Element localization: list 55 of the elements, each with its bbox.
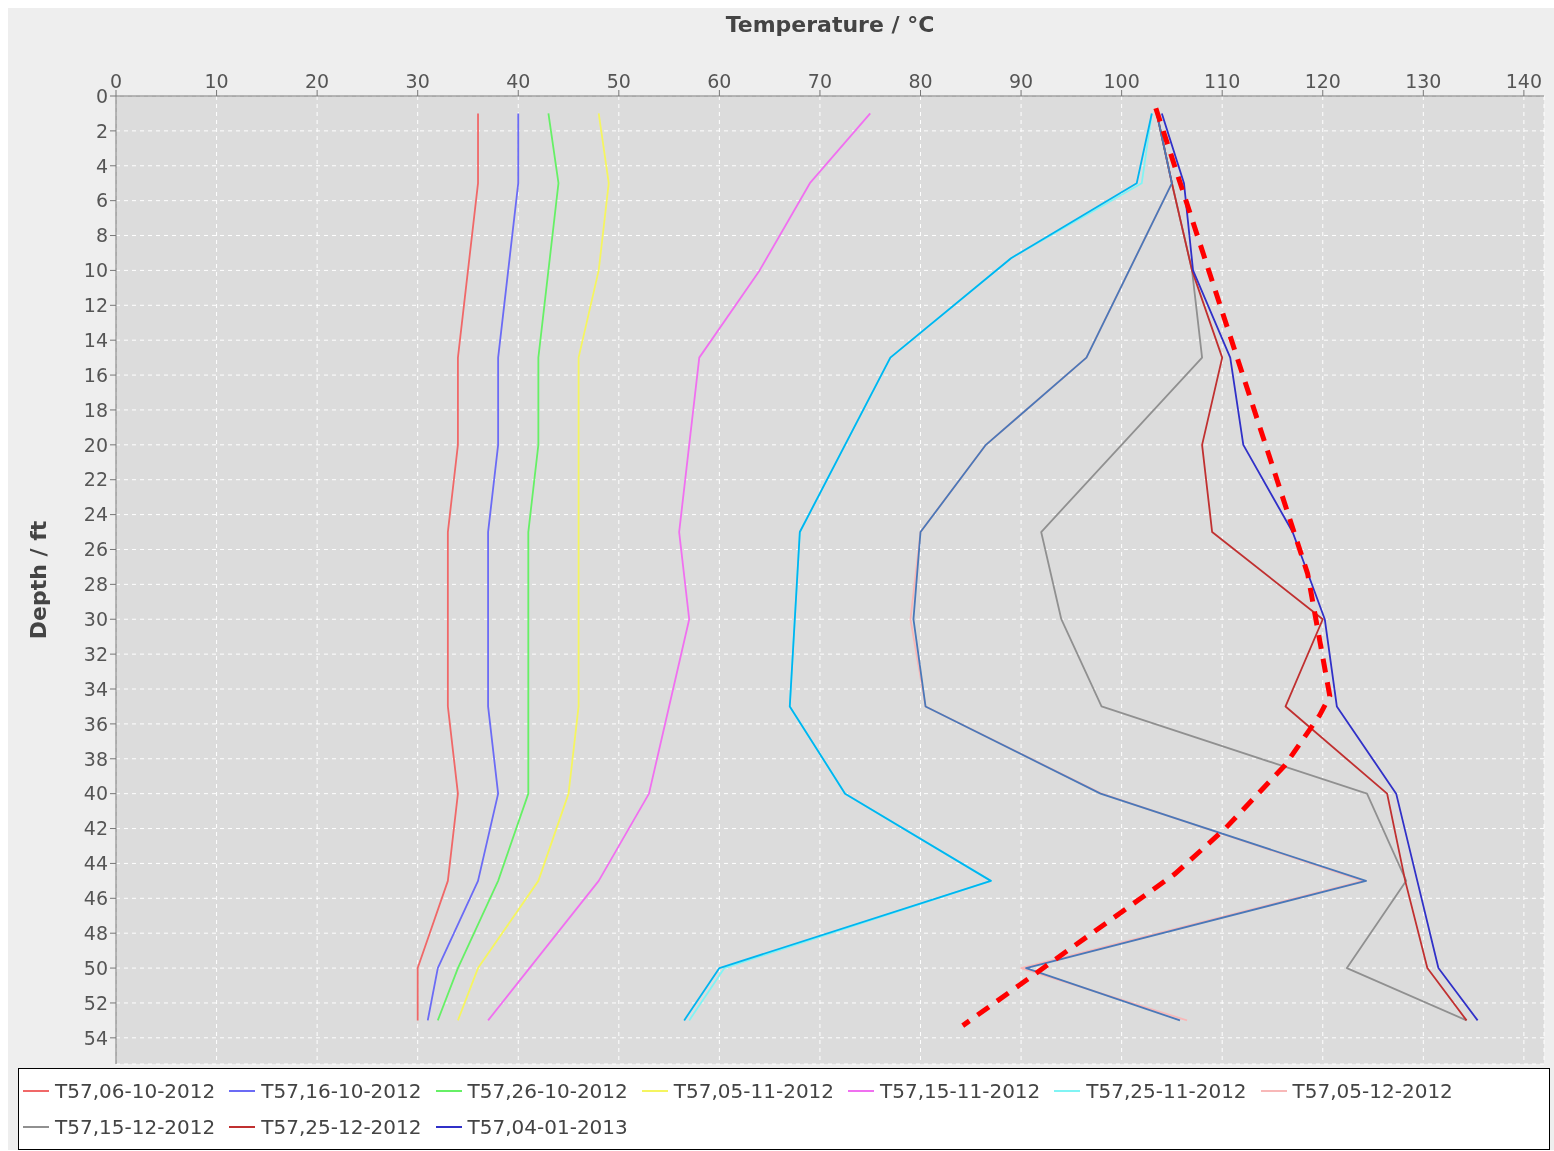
y-tick-label: 10 xyxy=(83,259,108,282)
x-tick-label: 140 xyxy=(1505,70,1543,92)
y-tick-label: 14 xyxy=(83,328,108,351)
y-tick-label: 32 xyxy=(83,642,108,665)
legend-label: T57,15-11-2012 xyxy=(880,1079,1041,1103)
y-tick-label: 52 xyxy=(83,991,108,1014)
y-tick-label: 20 xyxy=(83,433,108,456)
x-tick-label: 110 xyxy=(1204,70,1241,92)
y-tick-label: 18 xyxy=(83,398,108,421)
y-axis-title: Depth / ft xyxy=(25,520,51,640)
x-tick-label: 120 xyxy=(1304,70,1341,92)
y-tick-label: 8 xyxy=(95,224,108,247)
y-tick-label: 40 xyxy=(83,782,108,805)
legend-label: T57,25-11-2012 xyxy=(1086,1079,1247,1103)
y-tick-label: 36 xyxy=(83,712,108,735)
y-tick-label: 26 xyxy=(83,538,108,561)
y-tick-label: 0 xyxy=(95,84,108,107)
y-tick-label: 38 xyxy=(83,747,108,770)
x-tick-label: 80 xyxy=(908,70,933,92)
legend-label: T57,06-10-2012 xyxy=(55,1079,216,1103)
y-tick-label: 16 xyxy=(83,363,108,386)
y-tick-label: 54 xyxy=(83,1026,108,1049)
x-tick-label: 100 xyxy=(1103,70,1140,92)
y-tick-label: 6 xyxy=(95,189,108,212)
y-tick-label: 46 xyxy=(83,887,108,910)
x-tick-label: 30 xyxy=(405,70,430,92)
y-tick-label: 34 xyxy=(83,677,108,700)
y-tick-label: 48 xyxy=(83,921,108,944)
y-tick-label: 30 xyxy=(83,607,108,630)
legend-label: T57,05-12-2012 xyxy=(1292,1079,1453,1103)
legend-label: T57,04-01-2013 xyxy=(467,1115,628,1139)
y-tick-label: 22 xyxy=(83,468,108,491)
x-axis-title: Temperature / °C xyxy=(725,11,935,37)
y-tick-label: 28 xyxy=(83,573,108,596)
y-tick-label: 4 xyxy=(95,154,108,177)
legend-label: T57,16-10-2012 xyxy=(261,1079,422,1103)
y-tick-label: 42 xyxy=(83,817,108,840)
x-tick-label: 130 xyxy=(1405,70,1442,92)
y-tick-label: 24 xyxy=(83,503,108,526)
legend-label: T57,26-10-2012 xyxy=(467,1079,628,1103)
x-tick-label: 20 xyxy=(305,70,330,92)
legend-label: T57,15-12-2012 xyxy=(55,1115,216,1139)
legend-label: T57,05-11-2012 xyxy=(673,1079,835,1103)
legend-label: T57,25-12-2012 xyxy=(261,1115,422,1139)
y-tick-label: 44 xyxy=(83,852,108,875)
y-tick-label: 2 xyxy=(95,119,108,142)
x-tick-label: 60 xyxy=(707,70,732,92)
x-tick-label: 70 xyxy=(807,70,833,92)
x-tick-label: 90 xyxy=(1008,70,1034,92)
x-tick-label: 50 xyxy=(606,70,631,92)
x-tick-label: 10 xyxy=(204,70,229,92)
x-tick-label: 40 xyxy=(506,70,531,92)
y-tick-label: 12 xyxy=(83,294,108,317)
x-tick-label: 0 xyxy=(109,70,123,92)
y-tick-label: 50 xyxy=(83,956,108,979)
